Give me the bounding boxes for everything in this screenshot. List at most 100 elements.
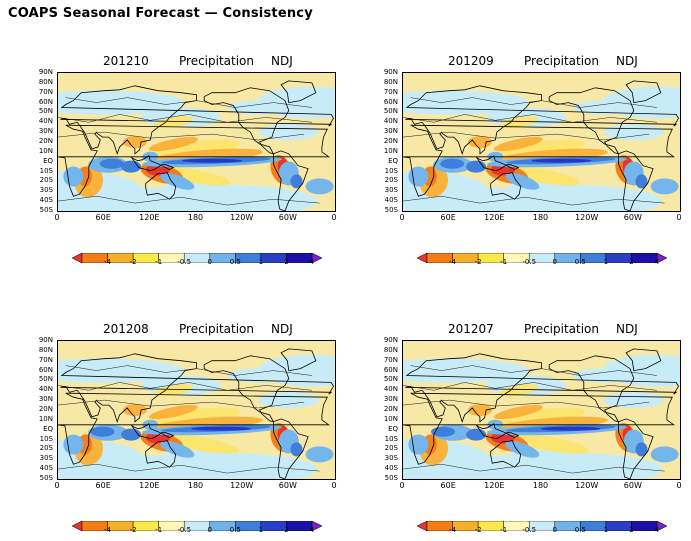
wet-anomaly-region: [160, 173, 195, 190]
dry-anomaly-region: [506, 433, 590, 454]
coastline-eurasia: [60, 85, 334, 156]
coastline-australia: [145, 440, 177, 468]
coastline-south-america: [617, 418, 654, 479]
colorbar-scale: [71, 520, 323, 532]
coastline-north-america: [548, 355, 635, 423]
wet-anomaly-region: [440, 158, 465, 169]
lat-label: 40S: [39, 196, 53, 205]
lon-label: 180: [532, 213, 549, 222]
lat-label: 10N: [383, 414, 398, 423]
coastline-africa: [58, 124, 331, 197]
lat-label: 50N: [38, 375, 53, 384]
lon-label: 180: [532, 481, 549, 490]
colorbar-segment: [71, 252, 83, 264]
lat-label: 10S: [39, 166, 53, 175]
lat-label: 40S: [384, 464, 398, 473]
wet-anomaly-region: [63, 166, 84, 187]
lat-label: 50N: [38, 107, 53, 116]
lat-label: 30N: [383, 127, 398, 136]
contour-line: [403, 382, 657, 391]
lat-label: EQ: [388, 424, 398, 433]
coastline-indonesia: [130, 155, 175, 172]
colorbar-label: 4: [309, 258, 315, 266]
panel-variable: Precipitation: [524, 54, 600, 68]
lat-label: 20S: [39, 176, 53, 185]
contour-line: [403, 399, 650, 409]
colorbar-label: 1: [603, 526, 609, 534]
coastline-indonesia: [130, 423, 175, 440]
lat-label: 70N: [38, 87, 53, 96]
map-canvas: [58, 348, 335, 479]
lon-label: 180: [187, 481, 204, 490]
lat-label: 40S: [39, 464, 53, 473]
coastline-greenland: [280, 80, 317, 104]
lat-label: 60N: [383, 97, 398, 106]
wet-anomaly-region: [90, 426, 115, 437]
coastline-south-america: [272, 418, 309, 479]
colorbar-segment: [656, 520, 668, 532]
light-wet-region: [258, 392, 319, 409]
wet-anomaly-region: [290, 442, 303, 457]
coastline-south-america: [617, 150, 654, 211]
light-wet-region: [573, 368, 634, 383]
lat-label: 20N: [38, 137, 53, 145]
lon-label: 0: [399, 481, 405, 490]
lat-label: 90N: [38, 68, 53, 76]
contour-line: [58, 114, 312, 123]
lon-label: 60W: [623, 213, 642, 222]
lat-label: 40N: [38, 117, 53, 126]
precipitation-anomaly-map: [57, 340, 336, 480]
colorbar-label: 2: [284, 258, 289, 266]
lat-label: 50S: [384, 474, 398, 482]
lon-label: 0: [54, 213, 60, 222]
light-wet-region: [228, 368, 289, 383]
colorbar: -4 -2 -1 -0.5 0 0.5 1 2 4: [71, 248, 323, 268]
lat-label: 80N: [38, 77, 53, 86]
dry-anomaly-region: [467, 404, 492, 416]
coastline-indonesia: [475, 155, 520, 172]
wet-anomaly-region: [650, 178, 679, 195]
lat-label: 40S: [384, 196, 398, 205]
lat-label: 80N: [383, 345, 398, 354]
contour-line: [65, 97, 312, 108]
colorbar-segment: [631, 252, 658, 264]
wet-anomaly-region: [160, 441, 195, 458]
panel-variable: Precipitation: [179, 322, 255, 336]
lat-label: 30N: [38, 127, 53, 136]
wet-anomaly-region: [305, 446, 334, 463]
coastline-eurasia: [405, 353, 679, 424]
wet-anomaly-region: [290, 174, 303, 189]
lat-label: 30S: [384, 454, 398, 463]
colorbar-label: 0.5: [574, 258, 586, 266]
lat-label: 90N: [38, 336, 53, 344]
lon-label: 120E: [484, 213, 505, 222]
lat-label: 10N: [38, 146, 53, 155]
coastline-eurasia: [60, 353, 334, 424]
lat-label: 80N: [383, 77, 398, 86]
lon-label: 0: [676, 481, 682, 490]
colorbar-label: -1: [500, 526, 508, 534]
wet-anomaly-region: [181, 158, 242, 163]
colorbar-label: -1: [155, 258, 163, 266]
lat-label: EQ: [43, 156, 53, 165]
dry-anomaly-region: [122, 136, 147, 148]
lat-label: 80N: [38, 345, 53, 354]
colorbar-segment: [656, 252, 668, 264]
colorbar-segment: [260, 252, 287, 264]
contour-line: [410, 97, 657, 108]
colorbar-segment: [286, 520, 313, 532]
wet-anomaly-region: [99, 158, 124, 169]
colorbar-label: -4: [104, 258, 112, 266]
panel-date: 201207: [448, 322, 494, 336]
wet-anomaly-region: [408, 434, 429, 455]
colorbar-label: 0: [552, 258, 557, 266]
lon-label: 60E: [440, 481, 456, 490]
lat-label: 20N: [383, 137, 398, 145]
contour-line: [403, 131, 650, 141]
lat-label: 50S: [39, 206, 53, 214]
panel-date: 201210: [103, 54, 149, 68]
colorbar: -4 -2 -1 -0.5 0 0.5 1 2 4: [416, 516, 668, 536]
colorbar-label: 1: [258, 258, 264, 266]
map-canvas: [58, 80, 335, 211]
lat-label: 70N: [383, 355, 398, 364]
